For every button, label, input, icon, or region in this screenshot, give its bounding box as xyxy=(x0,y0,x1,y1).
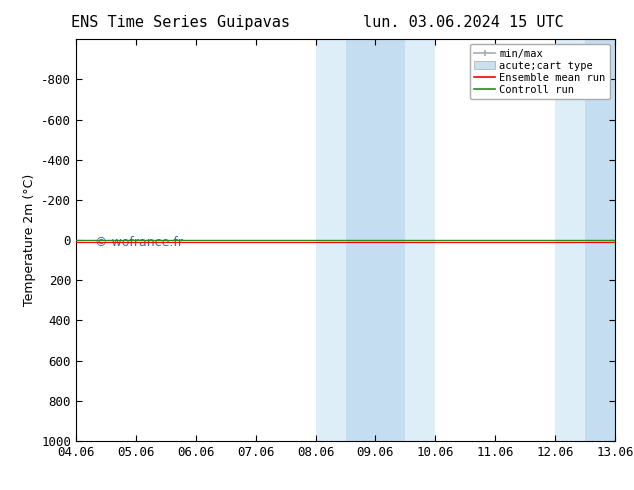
Bar xyxy=(316,39,436,441)
Legend: min/max, acute;cart type, Ensemble mean run, Controll run: min/max, acute;cart type, Ensemble mean … xyxy=(470,45,610,99)
Text: ENS Time Series Guipavas        lun. 03.06.2024 15 UTC: ENS Time Series Guipavas lun. 03.06.2024… xyxy=(70,15,564,30)
Bar xyxy=(555,39,615,441)
Bar xyxy=(346,39,405,441)
Bar xyxy=(585,39,615,441)
Text: © wofrance.fr: © wofrance.fr xyxy=(95,236,183,248)
Y-axis label: Temperature 2m (°C): Temperature 2m (°C) xyxy=(23,174,36,306)
